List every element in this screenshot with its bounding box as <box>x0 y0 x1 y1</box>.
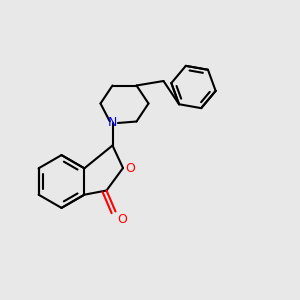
Text: N: N <box>108 116 117 130</box>
Text: O: O <box>125 161 135 175</box>
Text: O: O <box>117 213 127 226</box>
